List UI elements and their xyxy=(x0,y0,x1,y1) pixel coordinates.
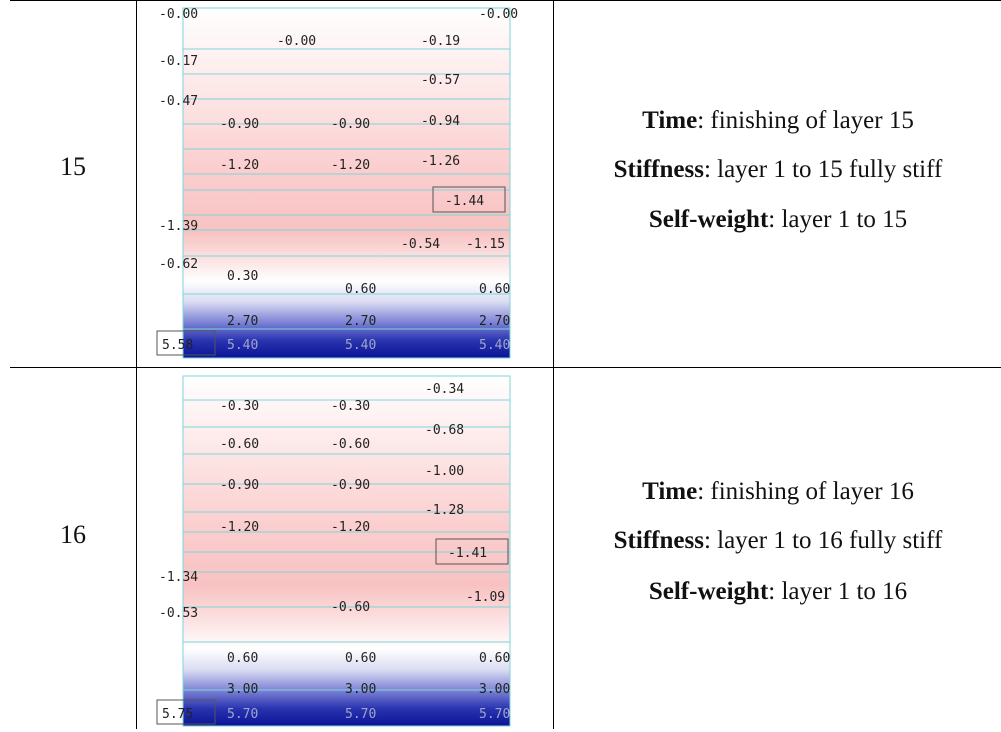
contour-value: -0.00 xyxy=(479,7,518,22)
contour-value: 0.60 xyxy=(479,282,510,297)
contour-value: 0.60 xyxy=(345,282,376,297)
contour-value: 5.58 xyxy=(162,338,193,353)
layer-number-15: 15 xyxy=(60,152,86,181)
contour-value: -1.00 xyxy=(425,464,464,479)
layer-number-16: 16 xyxy=(60,520,86,549)
contour-fill xyxy=(182,375,511,727)
self-weight-description-15: Self-weight: layer 1 to 15 xyxy=(648,206,908,233)
contour-fill xyxy=(182,7,511,359)
contour-value: -0.90 xyxy=(220,478,259,493)
contour-value: 5.70 xyxy=(345,707,376,722)
contour-value: 5.40 xyxy=(345,338,376,353)
contour-value: -0.17 xyxy=(159,54,198,69)
contour-value: -0.68 xyxy=(425,423,464,438)
contour-value: 5.40 xyxy=(227,338,258,353)
contour-value: -0.90 xyxy=(331,478,370,493)
contour-value: 3.00 xyxy=(227,682,258,697)
contour-value: -1.15 xyxy=(466,237,505,252)
time-description-15: Time: finishing of layer 15 xyxy=(642,107,914,134)
contour-value: -0.00 xyxy=(159,7,198,22)
base-value-box xyxy=(156,699,216,725)
contour-value: -1.44 xyxy=(445,194,484,209)
contour-value: -1.20 xyxy=(220,520,259,535)
stress-contour-plot-layer-15: -0.00 -0.00 -0.00 -0.19 -0.17 -0.57 -0.4… xyxy=(156,7,518,359)
contour-value: -0.47 xyxy=(159,94,198,109)
contour-value: 5.70 xyxy=(479,707,510,722)
max-value-box xyxy=(435,538,509,565)
contour-value: -1.20 xyxy=(220,158,259,173)
contour-value: 2.70 xyxy=(479,314,510,329)
contour-value: 5.40 xyxy=(479,338,510,353)
contour-value: 3.00 xyxy=(479,682,510,697)
contour-value: -0.90 xyxy=(220,117,259,132)
stress-contour-plot-layer-16: -0.34 -0.30 -0.30 -0.68 -0.60 -0.60 -1.0… xyxy=(156,375,511,727)
contour-value: 2.70 xyxy=(345,314,376,329)
contour-value: -0.60 xyxy=(220,437,259,452)
contour-value: 0.30 xyxy=(227,269,258,284)
contour-value: -0.19 xyxy=(421,34,460,49)
contour-value: 5.75 xyxy=(162,707,193,722)
contour-value: -0.94 xyxy=(421,114,460,129)
contour-value: -1.20 xyxy=(331,520,370,535)
time-description-16: Time: finishing of layer 16 xyxy=(642,478,914,505)
contour-value: -1.26 xyxy=(421,154,460,169)
contour-value: -0.30 xyxy=(331,399,370,414)
self-weight-description-16: Self-weight: layer 1 to 16 xyxy=(648,578,908,605)
contour-value: -0.60 xyxy=(331,600,370,615)
table-column-divider-1 xyxy=(136,0,137,729)
contour-value: -0.54 xyxy=(401,237,440,252)
table-column-divider-2 xyxy=(553,0,554,729)
table-border-middle xyxy=(10,367,1001,368)
contour-value: -1.20 xyxy=(331,158,370,173)
contour-value: -1.34 xyxy=(159,570,198,585)
contour-value: -1.39 xyxy=(159,219,198,234)
max-value-box xyxy=(432,186,506,213)
contour-value: -0.60 xyxy=(331,437,370,452)
contour-value: -1.41 xyxy=(448,546,487,561)
contour-value: -0.62 xyxy=(159,257,198,272)
layer-boundary-lines xyxy=(183,399,510,691)
contour-value: 5.70 xyxy=(227,707,258,722)
contour-value: 0.60 xyxy=(345,651,376,666)
table-border-top xyxy=(10,0,1001,1)
base-value-box xyxy=(156,330,216,356)
contour-value: -0.30 xyxy=(220,399,259,414)
contour-value: -1.09 xyxy=(466,590,505,605)
contour-value: -0.00 xyxy=(277,34,316,49)
contour-value: 0.60 xyxy=(479,651,510,666)
contour-value: -0.90 xyxy=(331,117,370,132)
contour-value: -0.53 xyxy=(159,606,198,621)
stiffness-description-15: Stiffness: layer 1 to 15 fully stiff xyxy=(613,156,943,183)
layer-boundary-lines xyxy=(183,48,510,330)
contour-value: 3.00 xyxy=(345,682,376,697)
contour-value: -0.34 xyxy=(425,382,464,397)
contour-value: -1.28 xyxy=(425,503,464,518)
stiffness-description-16: Stiffness: layer 1 to 16 fully stiff xyxy=(613,527,943,554)
contour-value: 0.60 xyxy=(227,651,258,666)
contour-value: 2.70 xyxy=(227,314,258,329)
contour-value: -0.57 xyxy=(421,73,460,88)
